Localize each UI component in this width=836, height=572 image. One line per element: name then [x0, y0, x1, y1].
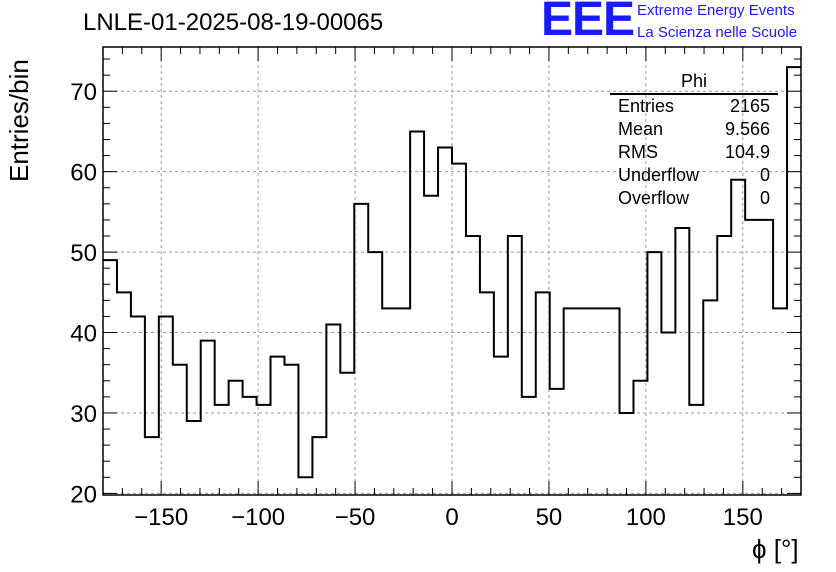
stats-value: 9.566 — [724, 119, 770, 139]
stats-row-overflow: Overflow 0 — [610, 187, 778, 210]
y-tick-label: 70 — [70, 79, 97, 106]
stats-label: RMS — [618, 142, 658, 162]
eee-logo: EEE — [541, 0, 635, 46]
stats-value: 2165 — [729, 96, 770, 116]
logo-line-2: La Scienza nelle Scuole — [637, 24, 798, 41]
histogram-steps — [103, 66, 801, 479]
run-title: LNLE-01-2025-08-19-00065 — [83, 9, 384, 36]
stats-row-mean: Mean 9.566 — [610, 118, 778, 141]
stats-value: 104.9 — [724, 142, 770, 162]
stats-row-underflow: Underflow 0 — [610, 164, 778, 187]
x-tick-label: 50 — [536, 504, 563, 531]
stats-title: Phi — [610, 71, 778, 95]
x-tick-label: −50 — [335, 504, 376, 531]
y-tick-label: 50 — [70, 240, 97, 267]
y-tick-label: 20 — [70, 481, 97, 508]
logo-line-1: Extreme Energy Events — [637, 2, 795, 19]
x-tick-label: −100 — [231, 504, 285, 531]
plot-frame — [102, 46, 802, 496]
y-tick-label: 30 — [70, 401, 97, 428]
y-tick-label: 40 — [70, 321, 97, 348]
stats-row-entries: Entries 2165 — [610, 95, 778, 118]
x-tick-label: 0 — [445, 504, 458, 531]
stats-value: 0 — [759, 165, 770, 185]
y-tick-label: 60 — [70, 160, 97, 187]
stats-label: Entries — [618, 96, 675, 116]
x-tick-label: 150 — [723, 504, 763, 531]
stats-label: Overflow — [618, 188, 690, 208]
x-tick-label: −150 — [134, 504, 188, 531]
stats-box: Phi Entries 2165 Mean 9.566 RMS 104.9 Under… — [610, 71, 778, 210]
stats-label: Underflow — [618, 165, 700, 185]
stats-row-rms: RMS 104.9 — [610, 141, 778, 164]
stats-label: Mean — [618, 119, 664, 139]
stats-value: 0 — [759, 188, 770, 208]
x-axis-label: ϕ [°] — [752, 534, 799, 564]
x-tick-label: 100 — [626, 504, 666, 531]
